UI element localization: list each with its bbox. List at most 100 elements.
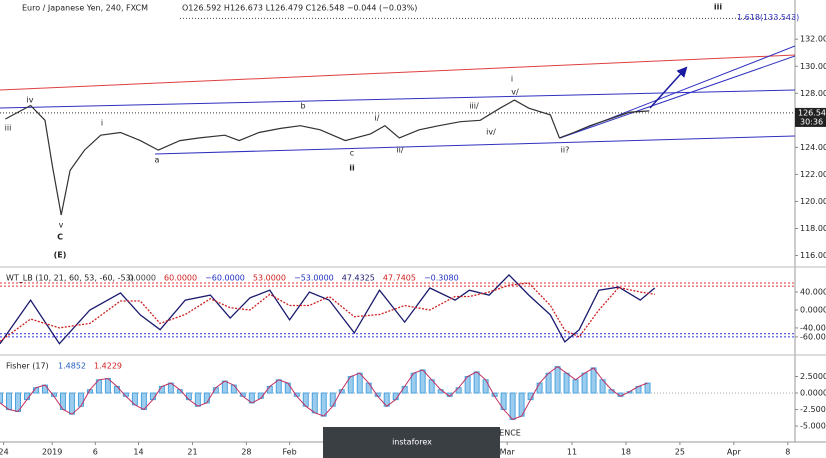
wave-label: ii? (561, 146, 570, 155)
bar (473, 371, 480, 394)
wave-label: i/ (375, 114, 380, 123)
legend-value: 47.7405 (383, 274, 416, 283)
legend-value: 1.4852 (58, 362, 86, 371)
wave-label: iii (714, 3, 722, 12)
fib-label: 1.618(133.543) (737, 13, 799, 22)
bar (230, 384, 237, 394)
symbol-title: Euro / Japanese Yen, 240, FXCM (22, 4, 148, 13)
wt-panel (0, 273, 795, 345)
wave-label: ii (349, 164, 355, 173)
series-line (5, 99, 650, 216)
ohlc: O126.592 H126.673 L126.479 C126.548 −0.0… (182, 4, 417, 13)
bar (509, 392, 516, 420)
trendline (154, 135, 795, 155)
y-tick-label: 130.000 (800, 62, 826, 71)
wave-label: iii/ (469, 102, 479, 111)
wave-label: i (101, 119, 103, 128)
trendline (559, 55, 795, 139)
wave-label: i (511, 75, 513, 84)
bar (356, 372, 363, 394)
y-tick-label: 116.000 (800, 251, 826, 260)
wave-label: C (57, 233, 63, 242)
bar (365, 382, 372, 394)
y-tick-label: 2.5000 (800, 372, 826, 381)
y-tick-label: 40.0000 (800, 288, 826, 297)
bar (329, 392, 336, 407)
y-tick-label: 128.000 (800, 89, 826, 98)
wave-label: v/ (511, 88, 519, 97)
legend-value: 0.0000 (128, 274, 156, 283)
legend-value: −53.0000 (294, 274, 334, 283)
y-tick-label: 0.0000 (800, 389, 826, 398)
bar (68, 392, 75, 415)
indicator-title: Fisher (17) (6, 362, 49, 371)
x-tick-label: 18 (621, 448, 631, 457)
bar (185, 392, 192, 401)
bar (536, 382, 543, 394)
wave-label: iv/ (486, 128, 496, 137)
bar (572, 379, 579, 394)
bar (41, 384, 48, 394)
x-tick-label: 25 (675, 448, 685, 457)
legend-value: −60.0000 (205, 274, 245, 283)
last-price-label: 126.548 (798, 108, 826, 117)
bar (275, 379, 282, 394)
x-tick-label: 28 (241, 448, 251, 457)
y-tick-label: -60.0000 (800, 332, 826, 341)
x-tick-label: 8 (785, 448, 790, 457)
bar (23, 392, 30, 401)
y-tick-label: 118.000 (800, 224, 826, 233)
bar (194, 392, 201, 407)
legend-value: −0.3080 (424, 274, 459, 283)
bar (77, 392, 84, 407)
y-tick-label: -2.5000 (800, 405, 826, 414)
legend-value: 1.4229 (94, 362, 122, 371)
bar (266, 385, 273, 394)
x-tick-label: 24 (0, 448, 9, 457)
bar (419, 369, 426, 394)
forecast-arrow (649, 66, 688, 109)
bar (644, 382, 651, 394)
series-line (0, 273, 656, 345)
bar (563, 372, 570, 394)
last-price-box (795, 107, 826, 127)
fisher-panel (0, 365, 795, 420)
legend-value: 60.0000 (164, 274, 197, 283)
y-tick-label: 124.000 (800, 143, 826, 152)
x-tick-label: 14 (133, 448, 143, 457)
y-tick-label: 120.000 (800, 197, 826, 206)
bar (203, 392, 210, 404)
x-tick-label: Feb (282, 448, 296, 457)
y-tick-label: -40.0000 (800, 323, 826, 332)
series-line (0, 282, 655, 342)
series-line (0, 365, 648, 420)
trendline (0, 54, 795, 91)
y-tick-label: 0.0000 (800, 305, 826, 314)
y-tick-label: -5.0000 (800, 422, 826, 431)
x-tick-label: 6 (93, 448, 98, 457)
legend-value: 53.0000 (253, 274, 286, 283)
x-tick-label: Mar (500, 448, 516, 457)
legend-value: 47.4325 (342, 274, 375, 283)
y-tick-label: 122.000 (800, 170, 826, 179)
watermark-box (323, 427, 500, 458)
indicator-title: WT_LB (10, 21, 60, 53, -60, -53) (6, 274, 134, 283)
x-tick-label: 11 (567, 448, 577, 457)
bar (581, 372, 588, 394)
x-tick-label: 2019 (42, 448, 62, 457)
price-panel (0, 17, 795, 216)
bar (0, 392, 3, 404)
countdown: 30:36 (800, 117, 823, 126)
wave-label: iii (5, 124, 12, 133)
wave-label: a (155, 156, 160, 165)
bar (482, 379, 489, 394)
wave-label: ii/ (396, 146, 403, 155)
bar (113, 385, 120, 394)
bar (5, 392, 12, 411)
watermark: instaforex (392, 438, 432, 447)
wave-label: b (300, 102, 305, 111)
bar (455, 387, 462, 394)
wave-label: v (59, 221, 64, 230)
wave-label: (E) (54, 251, 67, 260)
